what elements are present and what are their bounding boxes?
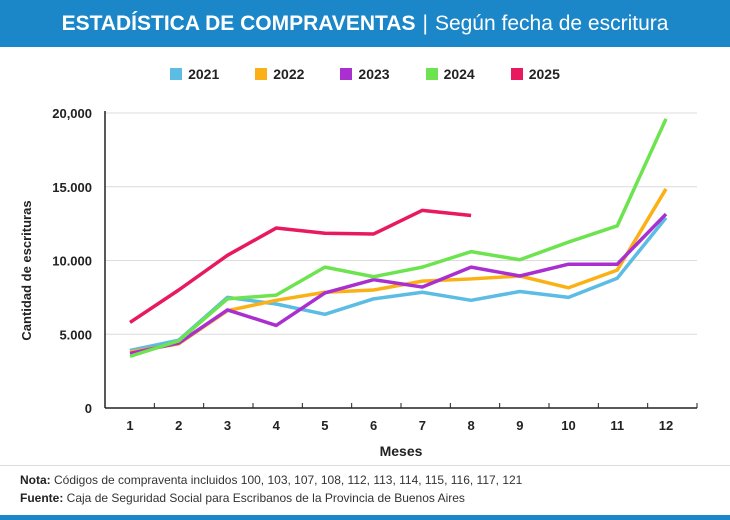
legend-label: 2021 bbox=[188, 66, 220, 82]
source-text: Caja de Seguridad Social para Escribanos… bbox=[63, 490, 465, 505]
x-tick-label: 9 bbox=[516, 418, 523, 433]
x-tick-label: 1 bbox=[126, 418, 133, 433]
header-bar: ESTADÍSTICA DE COMPRAVENTAS | Según fech… bbox=[0, 0, 730, 47]
footer: Nota: Códigos de compraventa incluidos 1… bbox=[20, 472, 522, 507]
x-tick-label: 12 bbox=[659, 418, 673, 433]
title-separator: | bbox=[422, 11, 428, 35]
x-tick-label: 5 bbox=[321, 418, 328, 433]
note-text: Códigos de compraventa incluidos 100, 10… bbox=[50, 473, 523, 487]
footer-source: Fuente: Caja de Seguridad Social para Es… bbox=[20, 490, 522, 508]
legend-swatch bbox=[255, 68, 268, 80]
chart-legend: 2021 2022 2023 2024 2025 bbox=[0, 66, 730, 82]
x-tick-label: 3 bbox=[224, 418, 231, 433]
legend-swatch bbox=[425, 68, 438, 80]
x-tick-label: 11 bbox=[610, 418, 624, 433]
legend-item-2022: 2022 bbox=[255, 66, 304, 82]
x-tick-label: 6 bbox=[370, 418, 377, 433]
legend-item-2025: 2025 bbox=[510, 66, 560, 82]
legend-swatch bbox=[510, 68, 523, 80]
bottom-stripe bbox=[0, 515, 730, 520]
divider bbox=[0, 465, 730, 466]
y-tick-label: 0 bbox=[85, 401, 92, 416]
page-title: ESTADÍSTICA DE COMPRAVENTAS bbox=[61, 11, 416, 35]
legend-label: 2022 bbox=[273, 66, 305, 82]
y-tick-label: 5.000 bbox=[59, 327, 92, 342]
legend-item-2023: 2023 bbox=[340, 66, 390, 82]
legend-item-2021: 2021 bbox=[170, 66, 219, 82]
legend-label: 2025 bbox=[528, 66, 560, 82]
source-label: Fuente: bbox=[20, 490, 64, 505]
page-subtitle: Según fecha de escritura bbox=[434, 11, 669, 35]
x-tick-label: 8 bbox=[467, 418, 474, 433]
legend-swatch bbox=[340, 68, 353, 80]
x-tick-label: 2 bbox=[175, 418, 182, 433]
legend-item-2024: 2024 bbox=[425, 66, 475, 82]
note-label: Nota: bbox=[20, 473, 51, 487]
footer-note: Nota: Códigos de compraventa incluidos 1… bbox=[20, 472, 522, 490]
y-tick-label: 15.000 bbox=[52, 180, 92, 195]
y-axis-title: Cantidad de escrituras bbox=[19, 200, 34, 340]
legend-label: 2024 bbox=[443, 66, 475, 82]
y-tick-label: 10.000 bbox=[52, 254, 92, 269]
x-tick-label: 4 bbox=[273, 418, 281, 433]
legend-swatch bbox=[170, 68, 183, 80]
x-tick-label: 7 bbox=[419, 418, 426, 433]
x-tick-label: 10 bbox=[561, 418, 575, 433]
series-line-2025 bbox=[129, 208, 472, 324]
legend-label: 2023 bbox=[358, 66, 390, 82]
series-line-2024 bbox=[129, 118, 668, 359]
x-axis-title: Meses bbox=[380, 443, 423, 459]
y-tick-label: 20,000 bbox=[52, 106, 92, 121]
series-line-2023 bbox=[129, 212, 668, 356]
